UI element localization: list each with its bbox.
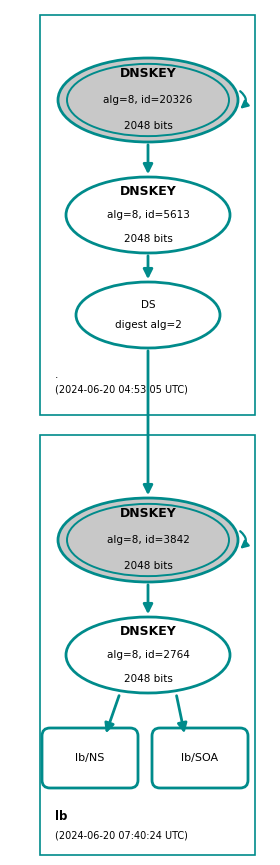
Ellipse shape: [76, 282, 220, 348]
FancyBboxPatch shape: [42, 728, 138, 788]
Text: lb/SOA: lb/SOA: [181, 753, 219, 763]
Text: alg=8, id=2764: alg=8, id=2764: [107, 650, 190, 660]
Text: 2048 bits: 2048 bits: [123, 121, 172, 131]
Bar: [40, 435, 255, 855]
Text: alg=8, id=3842: alg=8, id=3842: [107, 535, 190, 545]
Text: (2024-06-20 07:40:24 UTC): (2024-06-20 07:40:24 UTC): [55, 830, 188, 840]
FancyBboxPatch shape: [152, 728, 248, 788]
Text: 2048 bits: 2048 bits: [123, 561, 172, 571]
Text: DNSKEY: DNSKEY: [120, 508, 176, 521]
Text: digest alg=2: digest alg=2: [115, 320, 181, 330]
Ellipse shape: [66, 177, 230, 253]
Ellipse shape: [58, 498, 238, 582]
Text: (2024-06-20 04:53:05 UTC): (2024-06-20 04:53:05 UTC): [55, 385, 188, 395]
Text: lb/NS: lb/NS: [75, 753, 105, 763]
Ellipse shape: [66, 617, 230, 693]
Text: lb: lb: [55, 810, 67, 823]
Text: DNSKEY: DNSKEY: [120, 185, 176, 198]
Text: alg=8, id=5613: alg=8, id=5613: [107, 210, 190, 220]
Text: 2048 bits: 2048 bits: [123, 234, 172, 244]
Ellipse shape: [58, 58, 238, 142]
Ellipse shape: [67, 504, 229, 576]
Text: DNSKEY: DNSKEY: [120, 67, 176, 80]
Bar: [40, 15, 255, 415]
Text: 2048 bits: 2048 bits: [123, 674, 172, 683]
Ellipse shape: [67, 64, 229, 136]
Text: .: .: [55, 370, 58, 380]
Text: DS: DS: [141, 300, 155, 310]
Text: DNSKEY: DNSKEY: [120, 625, 176, 638]
Text: alg=8, id=20326: alg=8, id=20326: [103, 95, 193, 105]
